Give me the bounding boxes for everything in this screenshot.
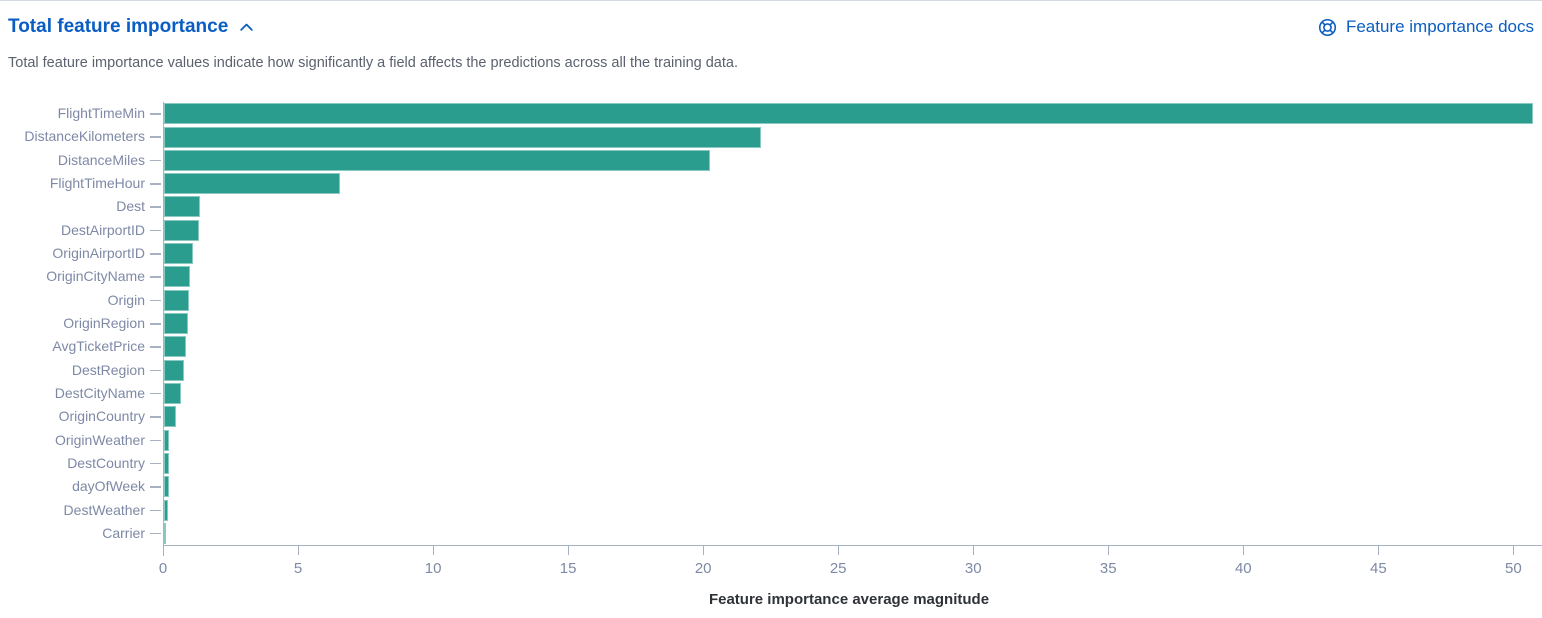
y-axis-label: DestCountry [67, 454, 145, 471]
x-axis-tick [702, 545, 704, 555]
y-axis-tick [150, 323, 161, 325]
chevron-up-icon [238, 19, 255, 36]
y-axis-label: AvgTicketPrice [52, 338, 145, 355]
y-axis-tick [150, 416, 161, 418]
x-axis-tick [567, 545, 569, 555]
x-axis-tick [1107, 545, 1109, 555]
y-axis-tick [150, 392, 161, 395]
y-axis-label: Carrier [102, 524, 145, 541]
y-axis-label: Origin [107, 291, 145, 308]
x-axis-tick [1377, 545, 1379, 555]
x-axis-tick [297, 545, 299, 555]
section-title: Total feature importance [8, 16, 229, 37]
docs-link-label: Feature importance docs [1345, 17, 1534, 36]
x-axis-tick-label: 10 [424, 560, 442, 577]
y-axis-label: OriginCityName [46, 268, 145, 285]
help-ring-icon [1317, 17, 1338, 38]
y-axis-tick [150, 462, 161, 465]
y-axis-label: DistanceMiles [57, 151, 145, 168]
y-axis-label: OriginRegion [63, 315, 145, 331]
y-axis-tick [150, 346, 161, 348]
x-axis-tick [1512, 545, 1514, 555]
bar[interactable] [164, 243, 193, 265]
x-axis-tick [1242, 545, 1244, 555]
y-axis-tick [150, 486, 161, 488]
bar[interactable] [164, 126, 761, 148]
x-axis-title: Feature importance average magnitude [708, 591, 990, 608]
y-axis-label: FlightTimeMin [57, 105, 145, 122]
bar[interactable] [164, 499, 169, 521]
bar[interactable] [164, 266, 190, 288]
y-axis-tick [150, 183, 161, 185]
y-axis-tick [150, 113, 161, 115]
y-axis-tick [150, 206, 161, 208]
feature-importance-bar-chart: Feature importance average magnitude Fli… [0, 101, 1542, 618]
x-axis-tick-label: 40 [1234, 560, 1252, 577]
y-axis-label: OriginCountry [58, 408, 145, 425]
bar[interactable] [164, 219, 200, 241]
bar[interactable] [164, 149, 710, 171]
y-axis-tick [150, 276, 161, 278]
y-axis-label: DestCityName [54, 384, 145, 401]
x-axis-tick-label: 25 [829, 560, 847, 577]
y-axis-tick [150, 369, 161, 372]
bar[interactable] [164, 406, 176, 428]
x-axis-tick-label: 20 [694, 560, 712, 577]
y-axis-tick [150, 229, 161, 232]
y-axis-tick [150, 253, 161, 255]
feature-importance-docs-link[interactable]: Feature importance docs [1317, 15, 1534, 39]
y-axis-tick [150, 299, 161, 302]
y-axis-label: OriginWeather [54, 431, 145, 448]
y-axis-label: dayOfWeek [72, 478, 145, 495]
y-axis-line [163, 102, 164, 556]
y-axis-label: Dest [116, 198, 145, 215]
y-axis-label: DestWeather [63, 501, 145, 518]
y-axis-label: DestAirportID [60, 221, 145, 238]
x-axis-tick [837, 545, 839, 555]
bar[interactable] [164, 103, 1534, 125]
x-axis-tick [432, 545, 434, 555]
bar[interactable] [164, 382, 181, 404]
x-axis-tick-label: 45 [1370, 560, 1387, 577]
x-axis-tick [972, 545, 974, 555]
x-axis-tick-label: 30 [964, 560, 982, 577]
section-description: Total feature importance values indicate… [8, 55, 738, 71]
y-axis-tick [150, 136, 161, 138]
bar[interactable] [164, 476, 169, 498]
y-axis-tick [150, 439, 161, 442]
total-feature-importance-collapse-toggle[interactable]: Total feature importance [8, 14, 255, 40]
x-axis-tick [162, 545, 164, 555]
bar[interactable] [164, 173, 340, 195]
x-axis-tick-label: 50 [1505, 560, 1522, 577]
panel-header: Total feature importance Feature importa… [8, 14, 1534, 40]
bar[interactable] [164, 359, 184, 381]
bar[interactable] [164, 429, 170, 451]
x-axis-tick-label: 0 [158, 560, 168, 577]
y-axis-tick [150, 159, 161, 162]
bar[interactable] [164, 336, 187, 358]
bar[interactable] [164, 289, 190, 311]
x-axis-line [163, 545, 1542, 546]
y-axis-tick [150, 509, 161, 512]
y-axis-label: FlightTimeHour [49, 175, 145, 192]
bar[interactable] [164, 452, 170, 474]
bar[interactable] [164, 313, 188, 335]
y-axis-label: DestRegion [71, 361, 145, 378]
x-axis-tick-label: 5 [293, 560, 303, 577]
bar[interactable] [164, 522, 166, 544]
y-axis-label: DistanceKilometers [24, 128, 145, 145]
x-axis-tick-label: 15 [559, 560, 577, 577]
x-axis-tick-label: 35 [1099, 560, 1117, 577]
y-axis-label: OriginAirportID [52, 245, 145, 262]
bar[interactable] [164, 196, 201, 218]
y-axis-tick [150, 532, 161, 535]
